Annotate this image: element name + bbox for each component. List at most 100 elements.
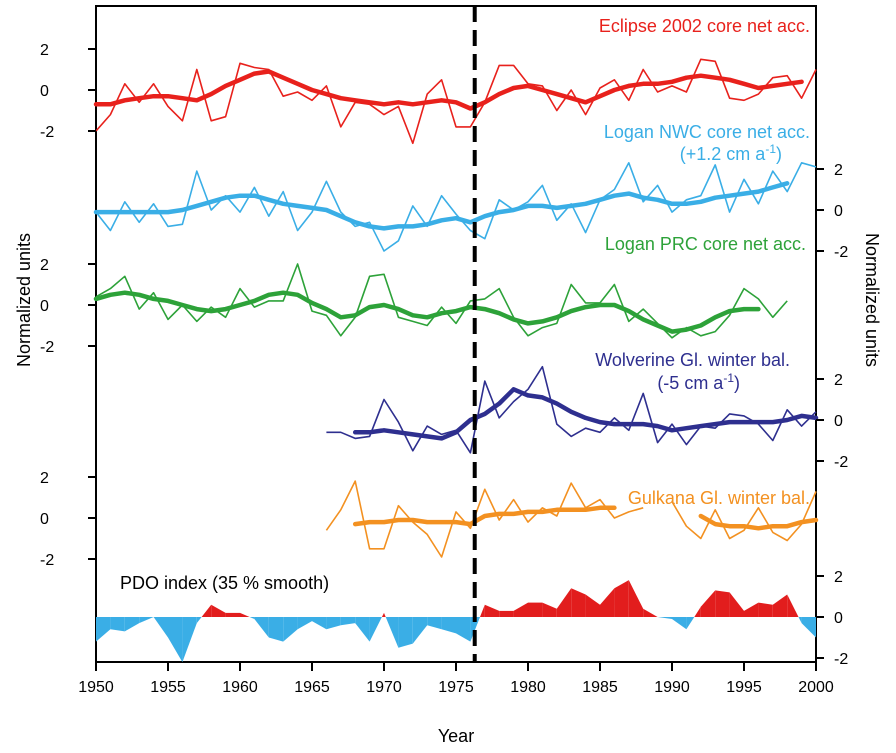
pdo-area-segment — [528, 602, 543, 617]
x-tick-label: 1990 — [654, 679, 690, 696]
logan-prc-core-net-acc-y-tick-label: 0 — [40, 298, 49, 315]
logan-nwc-core-net-acc-trend-label: (+1.2 cm a-1) — [680, 142, 782, 164]
wolverine-gl-winter-bal-y-tick-label: 0 — [834, 413, 843, 430]
x-tick-label: 1950 — [78, 679, 114, 696]
x-tick-label: 1965 — [294, 679, 330, 696]
pdo-area-segment — [456, 617, 471, 642]
pdo-index-35-smooth-y-tick-label: -2 — [834, 651, 848, 668]
pdo-area-segment — [657, 617, 672, 619]
pdo-area-segment — [614, 580, 629, 617]
pdo-area-segment — [484, 604, 500, 617]
pdo-area-segment — [297, 617, 312, 630]
pdo-area-segment — [182, 617, 197, 663]
pdo-area-segment — [384, 612, 386, 617]
pdo-area-segment — [283, 617, 298, 642]
logan-nwc-core-net-acc-y-tick-label: 2 — [834, 162, 843, 179]
eclipse-2002-core-net-acc-label: Eclipse 2002 core net acc. — [599, 16, 810, 36]
logan-prc-core-net-acc-annual-line — [95, 263, 788, 339]
pdo-area-segment — [139, 617, 154, 624]
eclipse-2002-core-net-acc-y-tick-label: 2 — [40, 42, 49, 59]
pdo-area-segment — [787, 594, 799, 617]
pdo-area-segment — [480, 604, 485, 617]
pdo-area-segment — [340, 617, 356, 626]
pdo-area-segment — [249, 617, 255, 619]
pdo-index-35-smooth-y-tick-label: 0 — [834, 610, 843, 627]
pdo-area-segment — [211, 604, 226, 617]
x-tick-label: 1995 — [726, 679, 762, 696]
logan-nwc-core-net-acc-y-tick-label: 0 — [834, 203, 843, 220]
x-axis-title: Year — [438, 726, 474, 746]
pdo-area-segment — [801, 617, 816, 638]
wolverine-gl-winter-bal-trend-label: (-5 cm a-1) — [657, 371, 740, 393]
gulkana-gl-winter-bal-annual-line — [325, 480, 817, 558]
pdo-area-segment — [381, 612, 384, 617]
pdo-area-segment — [124, 617, 140, 632]
x-tick-label: 1975 — [438, 679, 474, 696]
gulkana-gl-winter-bal-label: Gulkana Gl. winter bal. — [628, 488, 810, 508]
pdo-area-segment — [385, 617, 399, 648]
wolverine-gl-winter-bal-y-tick-label: 2 — [834, 372, 843, 389]
tick-layer: 2 0 -2 2 0 -2 2 0 -2 2 0 -2 2 0 -2 2 0 -2 1950 1955 1960 1965… — [40, 42, 848, 696]
pdo-area-segment — [585, 594, 600, 617]
pdo-area-segment — [571, 588, 586, 617]
x-tick-label: 1980 — [510, 679, 546, 696]
y-axis-title-right: Normalized units — [862, 233, 882, 367]
pdo-index-35-smooth-y-tick-label: 2 — [834, 569, 843, 586]
pdo-area-segment — [254, 617, 269, 638]
pdo-area-segment — [600, 588, 615, 617]
pdo-area-segment — [542, 602, 557, 617]
pdo-area-segment — [758, 602, 773, 617]
logan-nwc-core-net-acc-smooth-line — [93, 181, 790, 231]
logan-prc-core-net-acc-y-tick-label: 2 — [40, 257, 49, 274]
pdo-area-segment — [700, 590, 716, 617]
pdo-area-segment — [153, 617, 168, 638]
pdo-area-segment — [326, 617, 341, 630]
series-layer — [93, 58, 819, 663]
pdo-index-35-smooth-label: PDO index (35 % smooth) — [120, 573, 329, 593]
wolverine-gl-winter-bal-annual-line — [326, 365, 817, 454]
eclipse-2002-core-net-acc-y-tick-label: -2 — [40, 124, 54, 141]
pdo-area-segment — [398, 617, 413, 648]
x-tick-label: 1985 — [582, 679, 618, 696]
pdo-area-segment — [412, 617, 428, 644]
pdo-area-segment — [96, 617, 111, 642]
x-tick-label: 1955 — [150, 679, 186, 696]
pdo-area-segment — [168, 617, 183, 663]
wolverine-gl-winter-bal-label: Wolverine Gl. winter bal. — [595, 350, 790, 370]
pdo-area-segment — [110, 617, 125, 632]
pdo-area-segment — [499, 610, 514, 617]
pdo-area-segment — [715, 590, 730, 617]
pdo-area-segment — [268, 617, 284, 642]
pdo-area-segment — [672, 617, 687, 630]
gulkana-gl-winter-bal-y-tick-label: 0 — [40, 511, 49, 528]
gulkana-gl-winter-bal-smooth-line — [352, 505, 819, 531]
eclipse-2002-core-net-acc-y-tick-label: 0 — [40, 83, 49, 100]
pdo-area-segment — [628, 580, 644, 617]
eclipse-2002-core-net-acc-smooth-line — [93, 69, 804, 111]
pdo-area-segment — [643, 608, 658, 617]
pdo-area-segment — [196, 617, 202, 624]
pdo-area-segment — [312, 617, 327, 630]
pdo-area-segment — [369, 617, 382, 642]
y-axis-title-left: Normalized units — [14, 233, 34, 367]
wolverine-gl-winter-bal-smooth-line — [352, 387, 819, 441]
pdo-area-segment — [240, 612, 250, 617]
pdo-area-segment — [427, 617, 442, 630]
pdo-area-segment — [798, 617, 802, 624]
label-layer: Eclipse 2002 core net acc. Logan NWC core… — [120, 16, 810, 593]
pdo-area-segment — [729, 592, 744, 617]
pdo-area-segment — [513, 602, 528, 617]
pdo-area-segment — [225, 612, 240, 617]
pdo-area-segment — [694, 606, 701, 617]
pdo-area-segment — [441, 617, 456, 634]
pdo-area-segment — [355, 617, 370, 642]
pdo-area-segment — [744, 602, 759, 617]
logan-prc-core-net-acc-y-tick-label: -2 — [40, 339, 54, 356]
pdo-area-segment — [201, 604, 212, 617]
x-tick-label: 1960 — [222, 679, 258, 696]
logan-nwc-core-net-acc-label: Logan NWC core net acc. — [604, 122, 810, 142]
x-tick-label: 1970 — [366, 679, 402, 696]
logan-prc-core-net-acc-smooth-line — [93, 290, 761, 334]
logan-nwc-core-net-acc-y-tick-label: -2 — [834, 244, 848, 261]
